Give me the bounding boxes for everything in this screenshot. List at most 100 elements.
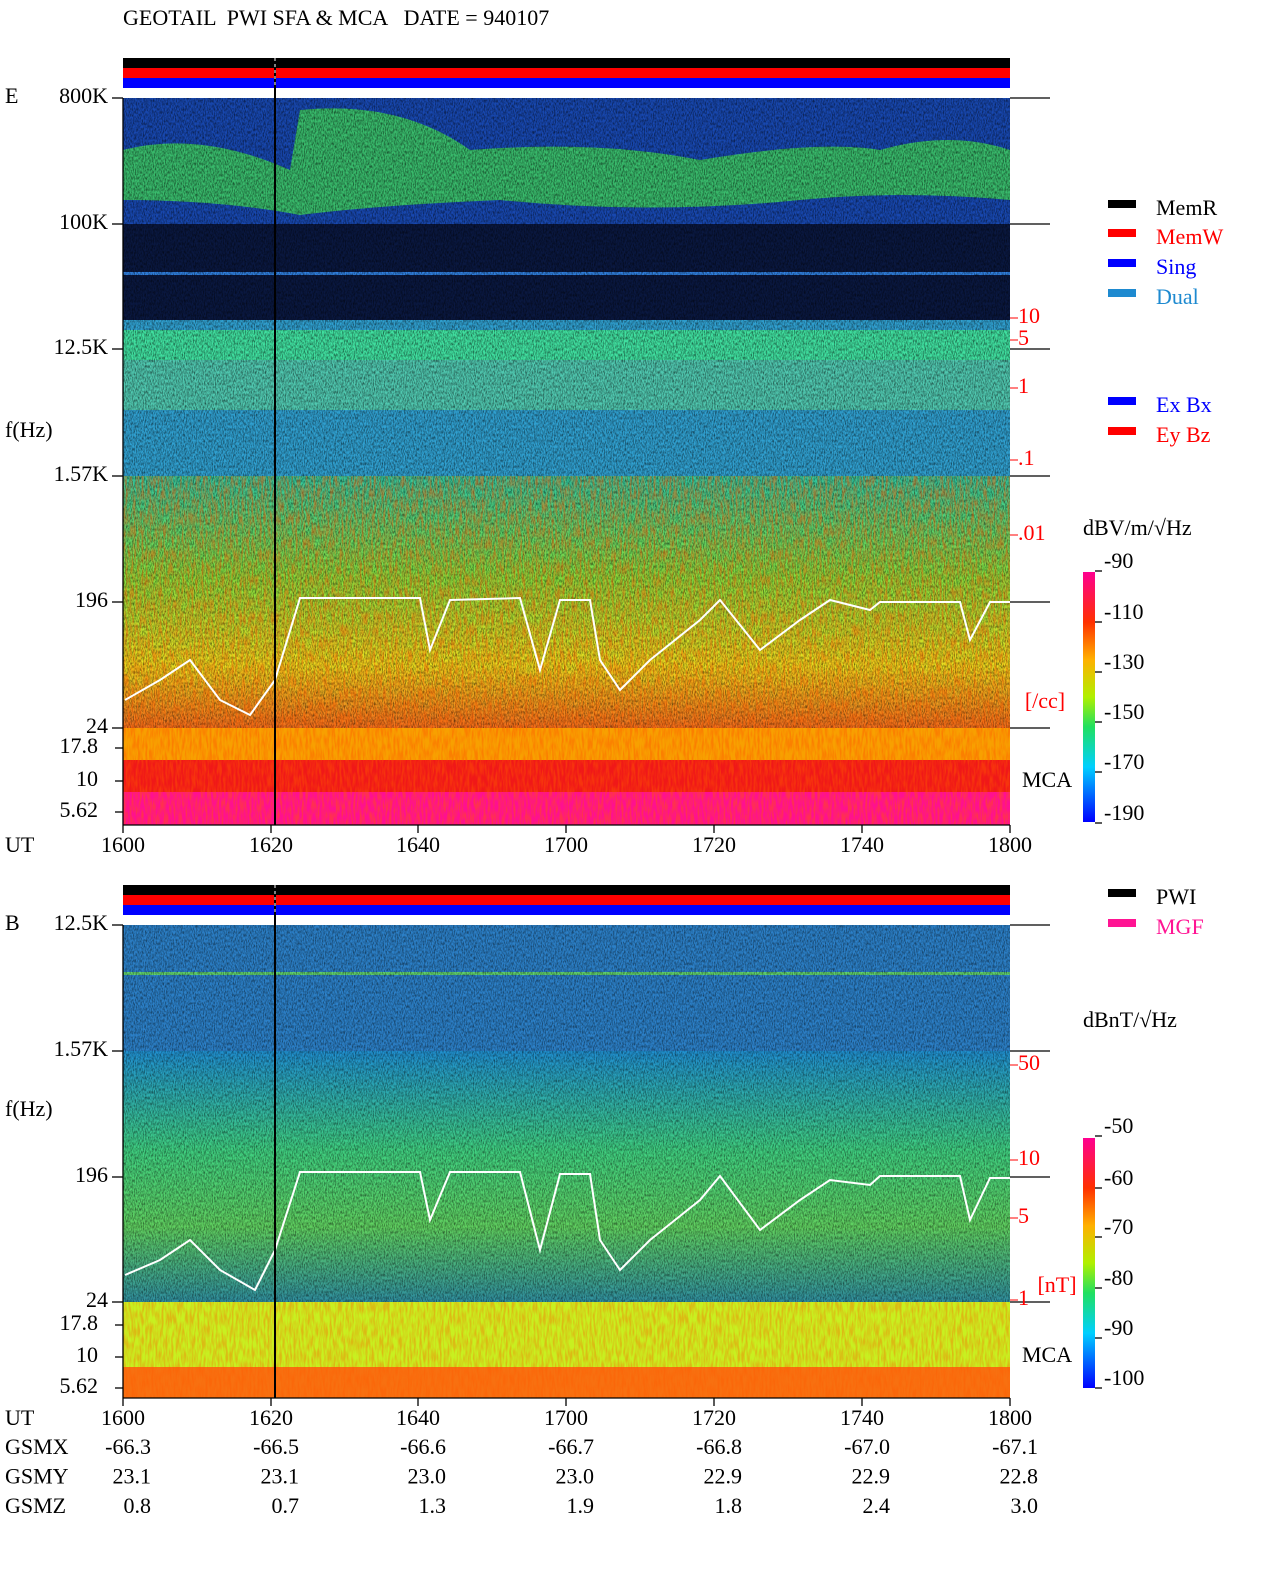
mca-tick-label: 5.62: [60, 1373, 99, 1398]
x-tick-label: 1800: [988, 832, 1032, 857]
legend-swatch: [1108, 397, 1136, 405]
colorbar-tick-label: -110: [1104, 599, 1144, 624]
status-bar: [123, 58, 1010, 68]
density-tick-label: .01: [1018, 520, 1046, 545]
mca-tick-label: 5.62: [60, 797, 99, 822]
x-tick-label: 1800: [988, 1405, 1032, 1430]
x-axis-label: UT: [5, 832, 35, 857]
status-bar: [123, 885, 1010, 895]
x-tick-label: 1620: [249, 1405, 293, 1430]
legend-swatch: [1108, 259, 1136, 267]
orbit-value: 0.8: [124, 1493, 152, 1518]
colorbar-unit: dBnT/√Hz: [1083, 1007, 1177, 1032]
colorbar-tick-label: -70: [1104, 1214, 1133, 1239]
orbit-value: 22.9: [704, 1464, 743, 1489]
x-tick-label: 1600: [101, 832, 145, 857]
x-tick-label: 1620: [249, 832, 293, 857]
density-tick-label: 10: [1018, 303, 1040, 328]
y-tick-label: 196: [75, 587, 108, 612]
orbit-value: -66.8: [696, 1434, 742, 1459]
density-tick-label: 10: [1018, 1145, 1040, 1170]
legend-label: PWI: [1156, 884, 1196, 909]
legend-swatch: [1108, 200, 1136, 208]
orbit-label: GSMY: [5, 1464, 69, 1489]
status-bar: [123, 895, 1010, 905]
title: GEOTAIL PWI SFA & MCA DATE = 940107: [123, 5, 549, 30]
legend-label: Ex Bx: [1156, 392, 1212, 417]
legend-label: Dual: [1156, 284, 1199, 309]
x-axis-label: UT: [5, 1405, 35, 1430]
mca-tick-label: 10: [76, 766, 98, 791]
x-tick-label: 1700: [544, 832, 588, 857]
colorbar-tick-label: -170: [1104, 749, 1144, 774]
orbit-value: -66.3: [105, 1434, 151, 1459]
orbit-label: GSMX: [5, 1434, 69, 1459]
x-tick-label: 1720: [692, 1405, 736, 1430]
x-tick-label: 1740: [840, 1405, 884, 1430]
y-axis-label: f(Hz): [5, 417, 53, 442]
orbit-label: GSMZ: [5, 1493, 66, 1518]
legend-label: MemW: [1156, 224, 1223, 249]
orbit-value: 1.9: [567, 1493, 595, 1518]
orbit-value: -66.6: [400, 1434, 446, 1459]
orbit-value: 23.1: [113, 1464, 152, 1489]
colorbar: [1083, 1138, 1095, 1388]
spectrogram: [123, 98, 1010, 825]
colorbar-tick-label: -100: [1104, 1365, 1144, 1390]
legend-label: Sing: [1156, 254, 1196, 279]
y-tick-label: 196: [75, 1162, 108, 1187]
density-tick-label: .1: [1018, 445, 1035, 470]
x-tick-label: 1740: [840, 832, 884, 857]
colorbar-tick-label: -50: [1104, 1113, 1133, 1138]
density-unit: [/cc]: [1025, 688, 1065, 713]
y-tick-label: 12.5K: [54, 910, 109, 935]
panel-label: B: [5, 910, 20, 935]
legend-label: Ey Bz: [1156, 422, 1211, 447]
density-tick-label: 1: [1018, 373, 1029, 398]
x-tick-label: 1640: [396, 832, 440, 857]
y-tick-label: 100K: [59, 209, 108, 234]
density-tick-label: 5: [1018, 325, 1029, 350]
mca-label: MCA: [1022, 1342, 1072, 1367]
legend-swatch: [1108, 229, 1136, 237]
colorbar-tick-label: -130: [1104, 649, 1144, 674]
legend-swatch: [1108, 289, 1136, 297]
colorbar-unit: dBV/m/√Hz: [1083, 515, 1192, 540]
x-tick-label: 1640: [396, 1405, 440, 1430]
orbit-value: -66.7: [548, 1434, 594, 1459]
colorbar-tick-label: -60: [1104, 1165, 1133, 1190]
orbit-value: -66.5: [253, 1434, 299, 1459]
orbit-value: 23.0: [408, 1464, 447, 1489]
x-tick-label: 1720: [692, 832, 736, 857]
orbit-value: 22.8: [1000, 1464, 1039, 1489]
colorbar: [1083, 572, 1095, 822]
status-bar: [123, 905, 1010, 915]
orbit-value: 0.7: [272, 1493, 300, 1518]
legend-label: MGF: [1156, 914, 1204, 939]
colorbar-tick-label: -80: [1104, 1265, 1133, 1290]
legend-swatch: [1108, 889, 1136, 897]
mca-tick-label: 17.8: [60, 1310, 99, 1335]
colorbar-tick-label: -190: [1104, 800, 1144, 825]
orbit-value: 23.1: [261, 1464, 300, 1489]
panel-label: E: [5, 83, 18, 108]
colorbar-tick-label: -90: [1104, 1315, 1133, 1340]
orbit-value: 1.8: [715, 1493, 743, 1518]
colorbar-tick-label: -150: [1104, 699, 1144, 724]
mca-tick-label: 17.8: [60, 733, 99, 758]
orbit-value: -67.0: [844, 1434, 890, 1459]
y-tick-label: 800K: [59, 83, 108, 108]
density-tick-label: 50: [1018, 1050, 1040, 1075]
orbit-value: 23.0: [556, 1464, 595, 1489]
orbit-value: 2.4: [863, 1493, 891, 1518]
mca-tick-label: 10: [76, 1342, 98, 1367]
spectrogram: [123, 925, 1010, 1398]
y-tick-label: 24: [86, 1287, 108, 1312]
legend-label: MemR: [1156, 195, 1217, 220]
density-unit: [nT]: [1037, 1272, 1076, 1297]
colorbar-tick-label: -90: [1104, 548, 1133, 573]
orbit-value: 1.3: [419, 1493, 447, 1518]
status-bar: [123, 68, 1010, 78]
x-tick-label: 1600: [101, 1405, 145, 1430]
